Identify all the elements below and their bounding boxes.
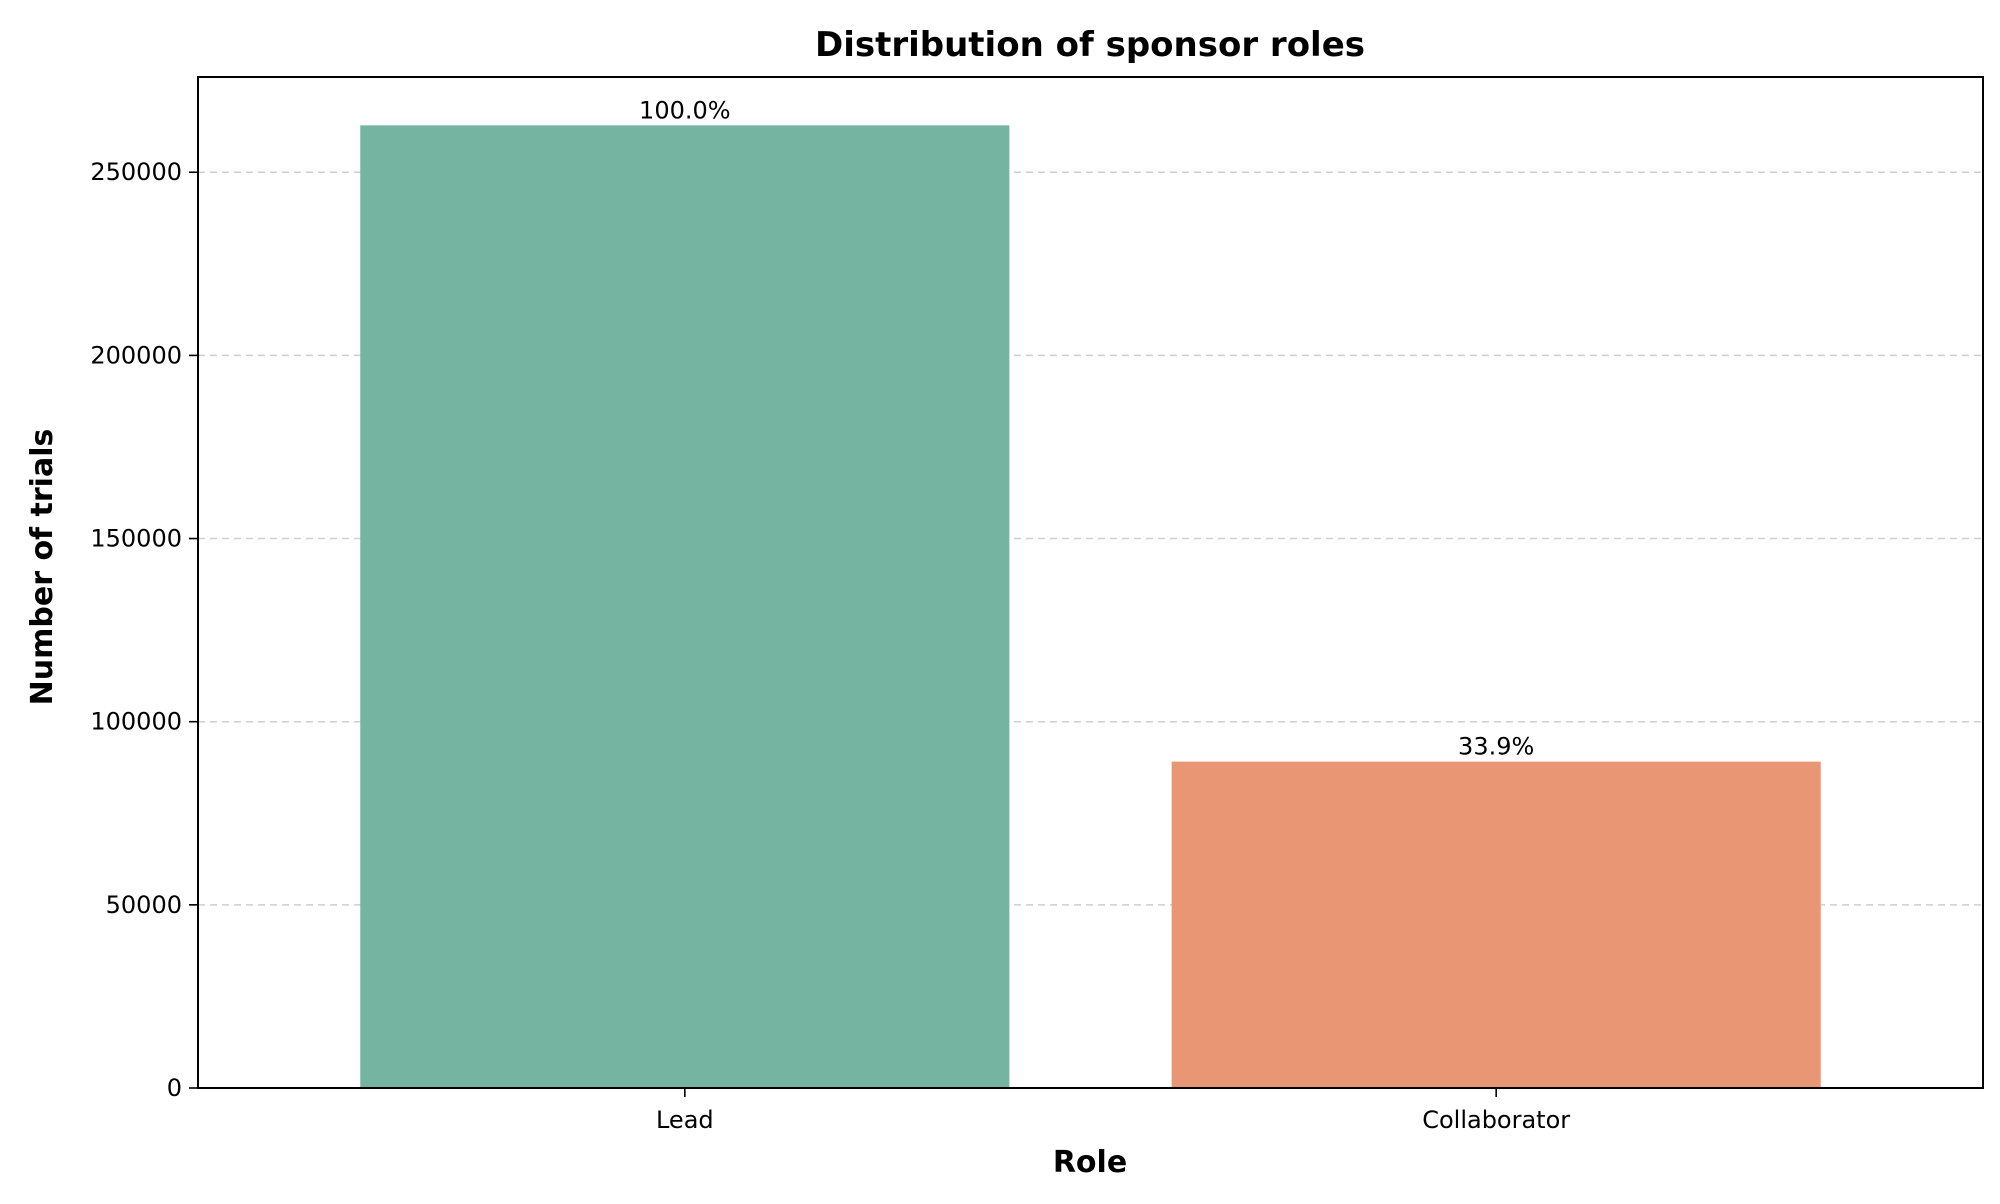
y-tick-label: 0 [167, 1074, 182, 1102]
x-tick-label: Lead [656, 1106, 714, 1134]
y-tick-label: 50000 [106, 891, 182, 919]
bar-data-labels: 100.0% 33.9% [639, 96, 1534, 760]
y-axis-title: Number of trials [25, 429, 60, 706]
data-label-lead: 100.0% [639, 96, 731, 124]
gridlines [198, 171, 1983, 906]
y-axis: 0 50000 100000 150000 200000 250000 [90, 158, 198, 1102]
y-tick-label: 150000 [90, 525, 182, 553]
x-axis-title: Role [1053, 1145, 1127, 1180]
chart-title: Distribution of sponsor roles [815, 25, 1365, 65]
y-tick-label: 100000 [90, 708, 182, 736]
x-axis: Lead Collaborator [656, 1088, 1570, 1134]
x-tick-label: Collaborator [1422, 1106, 1570, 1134]
y-tick-label: 250000 [90, 158, 182, 186]
bar-lead [360, 125, 1010, 1088]
y-tick-label: 200000 [90, 341, 182, 369]
plot-frame [197, 76, 1984, 1089]
data-label-collaborator: 33.9% [1458, 733, 1534, 761]
bar-collaborator [1171, 761, 1821, 1088]
bars [360, 125, 1821, 1088]
